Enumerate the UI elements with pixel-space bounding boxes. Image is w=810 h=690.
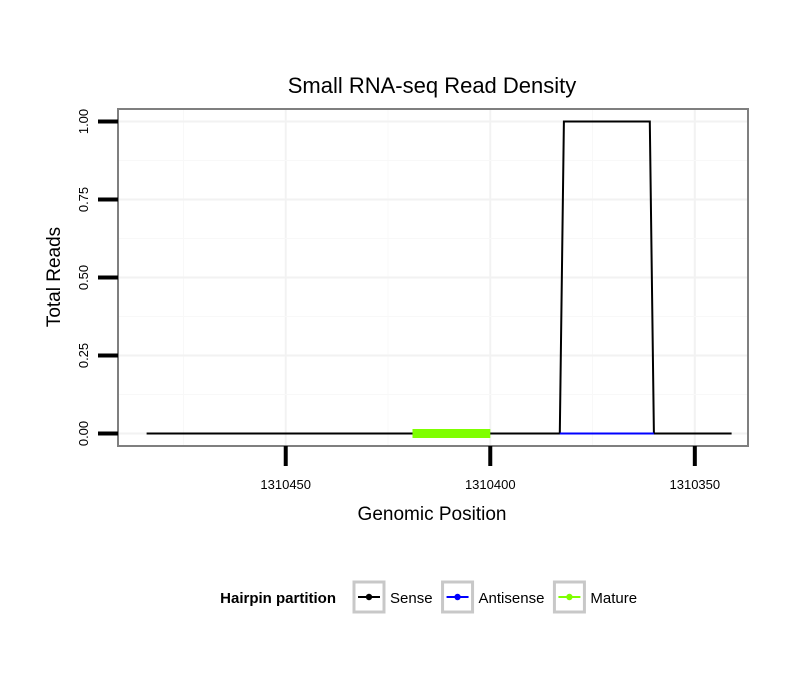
x-axis: 1310450 1310400 1310350 <box>260 446 720 492</box>
x-tick-label: 1310400 <box>465 477 516 492</box>
legend-title: Hairpin partition <box>220 590 336 607</box>
plot-area: 0.00 0.25 0.50 0.75 1.00 1310450 1310400 13103… <box>76 108 749 492</box>
legend-key-point <box>365 593 373 601</box>
y-axis: 0.00 0.25 0.50 0.75 1.00 <box>76 109 118 446</box>
legend-item-sense: Sense <box>352 580 433 614</box>
x-tick-label: 1310350 <box>670 477 721 492</box>
legend-key-point <box>566 593 573 601</box>
y-tick-label: 0.00 <box>76 421 91 446</box>
y-tick-label: 1.00 <box>76 109 91 134</box>
legend-label: Antisense <box>479 590 545 607</box>
legend: Hairpin partition Sense Antisense Mature <box>220 580 637 614</box>
series-line-sense <box>146 120 732 435</box>
chart-title: Small RNA-seq Read Density <box>288 73 577 98</box>
legend-label: Mature <box>590 590 637 607</box>
series-layer <box>146 120 732 438</box>
legend-item-mature: Mature <box>552 580 637 614</box>
y-axis-title: Total Reads <box>44 227 65 327</box>
legend-item-antisense: Antisense <box>441 580 545 614</box>
x-axis-title: Genomic Position <box>358 504 507 525</box>
y-tick-label: 0.75 <box>76 187 91 212</box>
x-tick-label: 1310450 <box>260 477 311 492</box>
y-tick-label: 0.50 <box>76 265 91 290</box>
legend-label: Sense <box>390 590 433 607</box>
y-tick-label: 0.25 <box>76 343 91 368</box>
legend-key-point <box>454 593 461 601</box>
